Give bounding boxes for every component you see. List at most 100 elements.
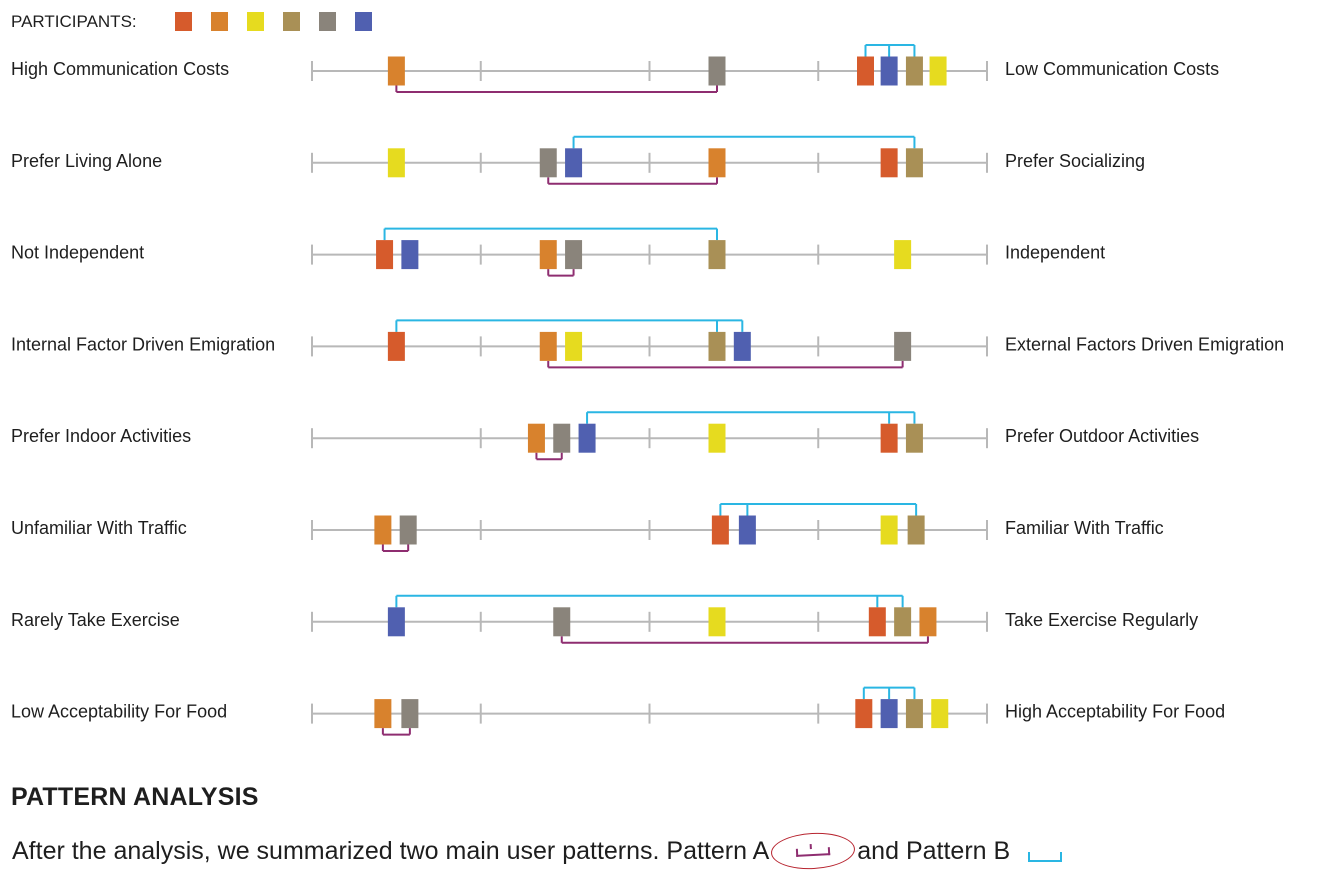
row-left-label: Prefer Indoor Activities	[11, 426, 191, 446]
participant-marker-p3	[708, 423, 726, 453]
row-right-label: Low Communication Costs	[1005, 59, 1219, 79]
participant-marker-p5	[553, 423, 571, 453]
participant-marker-p4	[708, 240, 726, 270]
participant-marker-p6	[565, 148, 583, 178]
legend-swatch-p4	[283, 12, 300, 31]
participant-marker-p3	[565, 331, 583, 361]
participant-marker-p3	[880, 515, 898, 545]
summary-text-before: After the analysis, we summarized two ma…	[12, 836, 770, 865]
participant-marker-p3	[894, 240, 912, 270]
spectrum-row: Low Acceptability For Food High Acceptabi…	[11, 686, 1225, 736]
participant-marker-p5	[708, 56, 726, 86]
participant-marker-p5	[565, 240, 583, 270]
row-right-label: Familiar With Traffic	[1005, 518, 1164, 538]
pattern-a-bracket	[547, 360, 904, 369]
spectrum-row: Prefer Living Alone Prefer Socializing	[11, 135, 1145, 185]
participant-marker-p1	[376, 240, 394, 270]
pattern-b-bracket	[572, 135, 916, 149]
participant-marker-p5	[539, 148, 557, 178]
participant-marker-p5	[894, 331, 912, 361]
row-left-label: Prefer Living Alone	[11, 151, 162, 171]
participant-marker-p2	[374, 699, 392, 729]
pattern-a-bracket	[560, 636, 929, 644]
participant-marker-p1	[387, 331, 405, 361]
persona-spectrum-diagram: PARTICIPANTS: High Communication Costs Lo…	[11, 12, 1284, 736]
participant-marker-p1	[855, 699, 873, 729]
row-left-label: Unfamiliar With Traffic	[11, 518, 187, 538]
legend-swatch-p1	[175, 12, 192, 31]
spectrum-row: Prefer Indoor Activities Prefer Outdoor A…	[11, 411, 1199, 461]
pattern-a-bracket	[547, 269, 575, 277]
participant-marker-p1	[868, 607, 886, 637]
row-right-label: External Factors Driven Emigration	[1005, 334, 1284, 354]
participant-marker-p2	[387, 56, 405, 86]
row-right-label: Prefer Socializing	[1005, 151, 1145, 171]
participant-marker-p6	[387, 607, 405, 637]
legend-swatch-p2	[211, 12, 228, 31]
participant-marker-p6	[880, 699, 898, 729]
participant-marker-p4	[905, 56, 923, 86]
pattern-b-bracket	[862, 686, 916, 700]
legend-swatches	[175, 12, 372, 31]
participant-marker-p4	[905, 699, 923, 729]
spectrum-row: Unfamiliar With Traffic Familiar With Tra…	[11, 503, 1164, 552]
spectrum-row: Internal Factor Driven Emigration Externa…	[11, 319, 1284, 369]
participant-marker-p4	[894, 607, 912, 637]
row-right-label: Take Exercise Regularly	[1005, 610, 1198, 630]
row-left-label: Not Independent	[11, 243, 144, 263]
spectrum-row: Rarely Take Exercise Take Exercise Regula…	[11, 594, 1198, 644]
pattern-b-bracket-icon	[1028, 852, 1063, 862]
summary-text-middle: and Pattern B	[857, 836, 1011, 865]
row-right-label: High Acceptability For Food	[1005, 702, 1225, 722]
participant-marker-p4	[905, 148, 923, 178]
row-left-label: Rarely Take Exercise	[11, 610, 180, 630]
participant-marker-p1	[857, 56, 874, 86]
spectrum-row: Not Independent Independent	[11, 227, 1105, 277]
participant-marker-p2	[527, 423, 545, 453]
participant-marker-p6	[401, 240, 419, 270]
legend-title: PARTICIPANTS:	[11, 12, 137, 31]
section-heading: PATTERN ANALYSIS	[11, 783, 259, 811]
participant-marker-p3	[708, 607, 726, 637]
participant-marker-p2	[539, 331, 557, 361]
pattern-b-bracket	[395, 319, 744, 332]
pattern-a-bracket	[535, 452, 563, 461]
participant-marker-p6	[738, 515, 756, 545]
pattern-a-bracket	[381, 728, 411, 736]
participant-marker-p1	[711, 515, 729, 545]
participant-marker-p3	[387, 148, 405, 178]
row-left-label: High Communication Costs	[11, 59, 229, 79]
participant-marker-p3	[929, 56, 947, 86]
pattern-a-bracket-icon	[770, 830, 857, 872]
pattern-b-bracket	[383, 227, 718, 241]
participant-marker-p5	[553, 607, 571, 637]
legend-swatch-p3	[247, 12, 264, 31]
participant-marker-p6	[733, 331, 751, 361]
participant-marker-p2	[919, 607, 937, 637]
legend-swatch-p5	[319, 12, 336, 31]
participant-marker-p3	[931, 699, 949, 729]
participant-marker-p4	[907, 515, 925, 545]
participant-marker-p2	[374, 515, 392, 545]
pattern-b-bracket	[864, 44, 916, 57]
section-summary: After the analysis, we summarized two ma…	[12, 830, 1063, 872]
participant-marker-p6	[578, 423, 596, 453]
participant-marker-p6	[880, 56, 898, 86]
pattern-b-bracket	[719, 503, 918, 516]
row-left-label: Low Acceptability For Food	[11, 702, 227, 722]
participant-marker-p2	[539, 240, 557, 270]
legend-swatch-p6	[355, 12, 372, 31]
pattern-b-bracket	[395, 594, 904, 608]
participant-marker-p1	[880, 423, 898, 453]
participant-marker-p2	[708, 148, 726, 178]
pattern-b-bracket	[586, 411, 916, 424]
participant-marker-p4	[708, 331, 726, 361]
pattern-a-bracket	[547, 177, 718, 185]
pattern-a-bracket	[381, 544, 410, 552]
row-right-label: Independent	[1005, 243, 1105, 263]
participant-marker-p5	[401, 699, 419, 729]
pattern-a-bracket	[395, 85, 718, 93]
participant-marker-p1	[880, 148, 898, 178]
spectrum-row: High Communication Costs Low Communicatio…	[11, 44, 1219, 93]
spectrum-rows: High Communication Costs Low Communicatio…	[11, 44, 1284, 736]
